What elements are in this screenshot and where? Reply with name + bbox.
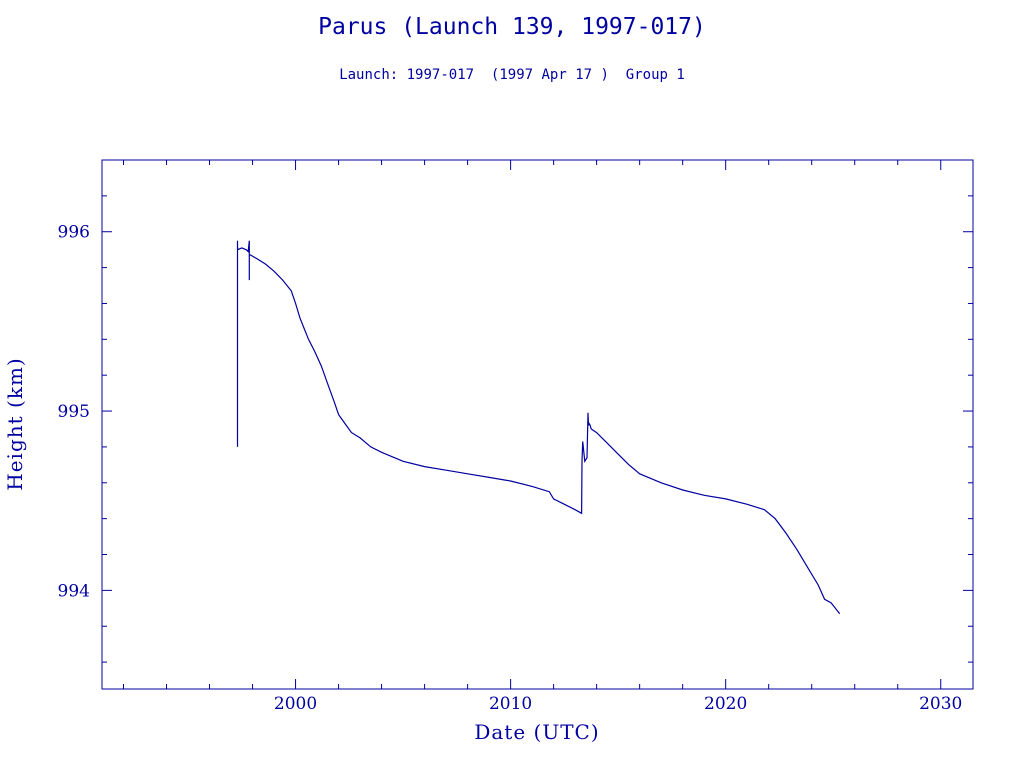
x-tick-label: 2020 bbox=[704, 694, 747, 714]
series-line-height bbox=[236, 240, 841, 615]
x-tick-label: 2000 bbox=[274, 694, 317, 714]
x-tick-label: 2030 bbox=[919, 694, 962, 714]
tick-label-group: 2000 2010 2020 2030 994 995 996 bbox=[58, 223, 963, 714]
y-axis-label: Height (km) bbox=[3, 357, 27, 490]
chart-title: Parus (Launch 139, 1997-017) bbox=[318, 14, 706, 40]
chart-subtitle: Launch: 1997-017 (1997 Apr 17 ) Group 1 bbox=[339, 67, 685, 83]
plot-frame bbox=[101, 159, 974, 690]
x-axis-label: Date (UTC) bbox=[474, 720, 599, 744]
y-tick-label: 995 bbox=[58, 402, 90, 422]
x-tick-label: 2010 bbox=[489, 694, 532, 714]
y-tick-label: 996 bbox=[58, 223, 90, 243]
y-tick-label: 994 bbox=[58, 581, 90, 601]
tick-group bbox=[102, 159, 973, 689]
